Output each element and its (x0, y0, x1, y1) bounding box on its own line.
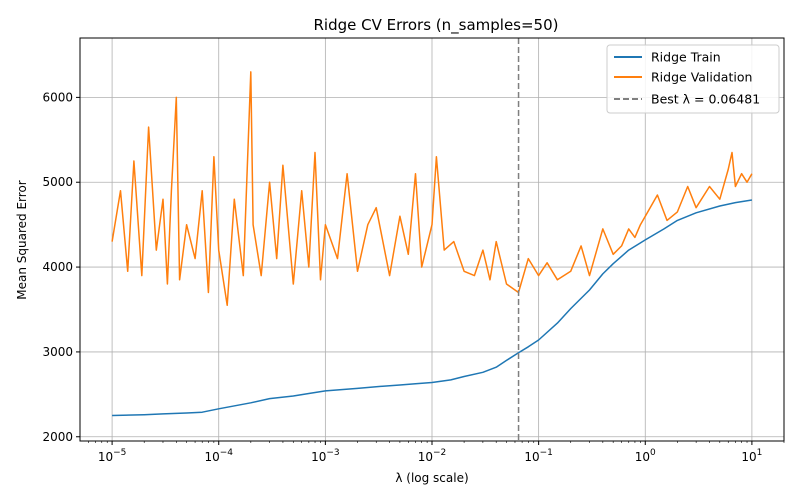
x-axis-label: λ (log scale) (395, 471, 468, 485)
x-tick-label: 10−3 (311, 448, 340, 464)
series-layer (111, 38, 753, 441)
series-line-ridge-train (112, 199, 753, 417)
x-axis-ticks: 10−5 10−4 10−3 10−2 10−1 100 101 (88, 441, 785, 464)
x-tick-label: 10−1 (524, 448, 553, 464)
chart-title: Ridge CV Errors (n_samples=50) (314, 16, 559, 35)
y-tick-label: 3000 (42, 345, 73, 359)
x-tick-label: 10−5 (98, 448, 127, 464)
y-tick-label: 5000 (42, 175, 73, 189)
y-axis-ticks: 2000 3000 4000 5000 6000 (42, 90, 80, 444)
x-tick-label: 10−4 (204, 448, 233, 464)
legend-label-validation: Ridge Validation (651, 70, 752, 85)
y-axis-label: Mean Squared Error (15, 180, 29, 300)
y-tick-label: 6000 (42, 90, 73, 104)
legend-box (606, 44, 780, 114)
x-tick-label: 10−2 (418, 448, 447, 464)
legend-label-best-lambda: Best λ = 0.06481 (651, 92, 760, 107)
legend-label-train: Ridge Train (651, 50, 721, 65)
y-tick-label: 4000 (42, 260, 73, 274)
legend: Ridge Train Ridge Validation Best λ = 0.… (606, 44, 780, 114)
x-tick-label: 100 (635, 448, 656, 464)
x-tick-label: 101 (741, 448, 762, 464)
y-tick-label: 2000 (42, 430, 73, 444)
series-line-ridge-validation (111, 71, 753, 307)
